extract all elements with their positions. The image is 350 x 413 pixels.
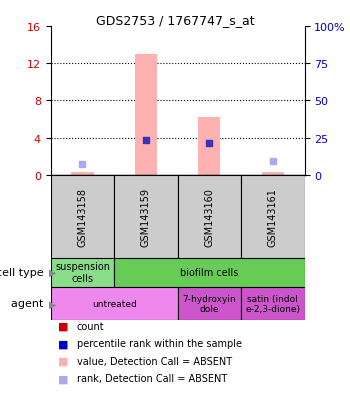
Bar: [114, 176, 177, 258]
Bar: [177, 176, 241, 258]
Text: GDS2753 / 1767747_s_at: GDS2753 / 1767747_s_at: [96, 14, 254, 27]
Text: suspension
cells: suspension cells: [55, 262, 110, 283]
Bar: [71, 173, 93, 176]
Bar: [241, 287, 304, 320]
Text: 7-hydroxyin
dole: 7-hydroxyin dole: [182, 294, 236, 313]
Text: ■: ■: [58, 356, 68, 366]
Bar: [51, 287, 177, 320]
Bar: [198, 118, 220, 176]
Text: biofilm cells: biofilm cells: [180, 268, 239, 278]
Text: cell type: cell type: [0, 268, 47, 278]
Text: percentile rank within the sample: percentile rank within the sample: [77, 339, 242, 349]
Bar: [241, 176, 304, 258]
Bar: [177, 287, 241, 320]
Text: ▶: ▶: [49, 268, 56, 278]
Bar: [135, 55, 157, 176]
Text: agent: agent: [11, 299, 47, 309]
Text: ■: ■: [58, 339, 68, 349]
Bar: [51, 258, 114, 287]
Text: satin (indol
e-2,3-dione): satin (indol e-2,3-dione): [245, 294, 300, 313]
Text: untreated: untreated: [92, 299, 136, 308]
Bar: [51, 176, 114, 258]
Text: ▶: ▶: [49, 299, 56, 309]
Text: count: count: [77, 321, 105, 331]
Text: GSM143161: GSM143161: [268, 188, 278, 246]
Bar: [262, 173, 284, 176]
Text: GSM143158: GSM143158: [77, 188, 88, 246]
Text: ■: ■: [58, 321, 68, 331]
Text: GSM143160: GSM143160: [204, 188, 214, 246]
Bar: [114, 258, 304, 287]
Text: ■: ■: [58, 373, 68, 383]
Text: value, Detection Call = ABSENT: value, Detection Call = ABSENT: [77, 356, 232, 366]
Text: GSM143159: GSM143159: [141, 188, 151, 246]
Text: rank, Detection Call = ABSENT: rank, Detection Call = ABSENT: [77, 373, 227, 383]
